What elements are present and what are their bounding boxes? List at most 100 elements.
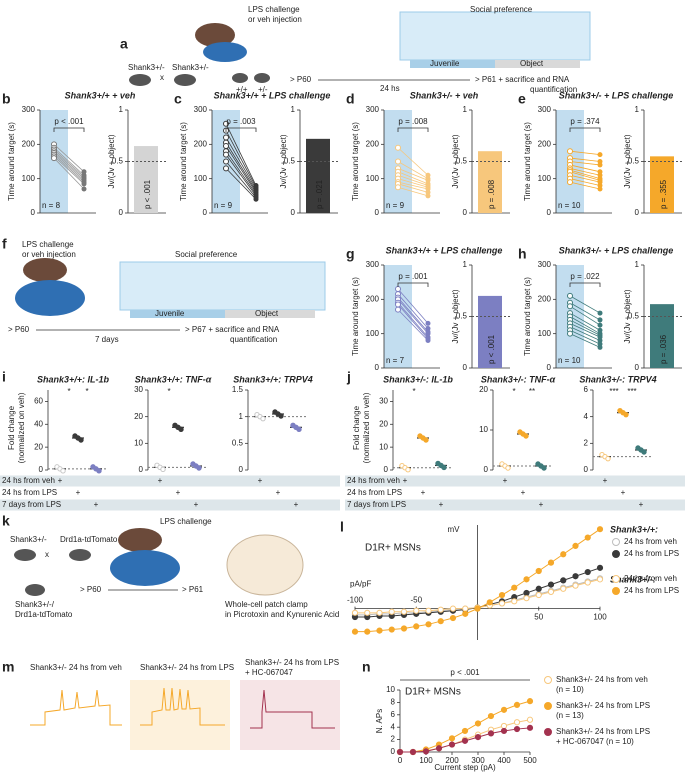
panel-title: Shank3+/+ + veh <box>65 90 136 100</box>
dot <box>81 169 87 175</box>
plus: + <box>258 476 263 485</box>
panel-label: n <box>362 659 371 675</box>
dot <box>597 183 603 189</box>
brain-slice <box>226 534 304 596</box>
pair-line <box>53 156 85 185</box>
y-tick-label: 0.5 <box>628 157 640 166</box>
dot <box>597 186 603 192</box>
bar <box>478 295 502 368</box>
pair-line <box>397 178 429 188</box>
hand-illustration <box>110 550 180 586</box>
point <box>584 534 591 541</box>
row-label: 24 hs from veh <box>2 476 55 485</box>
panel-label: d <box>346 91 355 107</box>
axis-label: Fold change <box>352 405 361 450</box>
dot <box>160 466 166 473</box>
point <box>560 577 567 584</box>
dot <box>623 411 629 418</box>
axis-label: Time around target (s) <box>351 122 360 201</box>
axis-label: (normalized on veh) <box>362 392 371 463</box>
point <box>535 585 542 592</box>
axis-label: Time around target (s) <box>7 122 16 201</box>
panel-label: j <box>346 369 351 385</box>
y-tick-label: 20 <box>134 412 143 421</box>
point <box>409 748 417 756</box>
pair-line <box>397 174 429 186</box>
text: Shank3+/- 24 hs from LPS <box>140 663 234 672</box>
y-tick-label: 0 <box>584 465 589 474</box>
y-tick-label: 0 <box>203 208 208 217</box>
point <box>487 712 495 720</box>
x-tick-label: 400 <box>497 756 511 765</box>
point <box>462 605 469 612</box>
dot <box>425 193 431 199</box>
pair-line <box>569 323 601 338</box>
text: x <box>160 73 164 82</box>
text: in Picrotoxin and Kynurenic Acid <box>225 610 339 619</box>
x-tick-label: 200 <box>445 756 459 765</box>
point <box>572 582 579 589</box>
point <box>523 595 530 602</box>
point <box>513 719 521 726</box>
y-tick-label: 300 <box>22 105 36 114</box>
pair-line <box>225 161 257 198</box>
text: > P60 <box>80 585 102 594</box>
p-value: p = .021 <box>315 179 324 209</box>
y-tick-label: 0 <box>31 208 36 217</box>
panel-title: Shank3+/+: IL-1b <box>37 374 110 384</box>
plus: + <box>503 476 508 485</box>
dot <box>425 177 431 183</box>
panel-label: k <box>2 513 10 529</box>
pair-line <box>225 142 257 191</box>
y-tick-label: 100 <box>538 329 552 338</box>
p-value: p < .001 <box>450 668 480 677</box>
pair-line <box>225 150 257 195</box>
dot <box>425 172 431 178</box>
x-tick-label: 100 <box>419 756 433 765</box>
dot <box>51 155 57 162</box>
dot <box>597 169 603 175</box>
text: x <box>45 550 49 559</box>
text: Shank3+/-/ <box>15 600 55 609</box>
zone <box>410 60 495 68</box>
point <box>526 716 534 723</box>
axis-label: (normalized on veh) <box>17 392 26 463</box>
trace <box>250 689 335 729</box>
dot <box>260 415 266 422</box>
bracket <box>569 127 601 132</box>
y-tick-label: 0 <box>463 363 468 372</box>
y-tick-label: 200 <box>538 139 552 148</box>
pair-line <box>225 168 257 200</box>
dot <box>597 327 603 333</box>
point <box>400 608 408 615</box>
dot <box>423 437 429 443</box>
p-value: p = .374 <box>570 117 600 126</box>
panel-k: k Shank3+/- x Drd1a-tdTomato Shank3+/-/ … <box>2 513 339 619</box>
point <box>364 628 371 635</box>
significance: * <box>412 387 415 396</box>
row-label: 24 hs from LPS <box>2 488 57 497</box>
bracket <box>53 127 85 132</box>
y-tick-label: 20 <box>379 419 388 428</box>
panel-title: Shank3+/+ + LPS challenge <box>386 245 503 255</box>
dot <box>96 468 102 474</box>
panel-title: D1R+ MSNs <box>365 543 421 554</box>
pair-line <box>569 164 601 173</box>
y-tick-label: 10 <box>386 685 395 694</box>
legend-head: Shank3+/+: <box>610 524 658 534</box>
n-label: n = 9 <box>214 201 233 210</box>
trace <box>140 687 225 726</box>
pair-line <box>53 150 85 179</box>
pair-line <box>397 297 429 333</box>
text: Shank3+/- <box>172 63 209 72</box>
pair-line <box>397 183 429 193</box>
panel-label: f <box>2 236 7 252</box>
panel-f: f LPS challenge or veh injection Social … <box>2 236 326 344</box>
row-band <box>0 487 340 499</box>
dot <box>223 165 229 172</box>
legend-label: (n = 13) <box>556 711 584 720</box>
x-tick-label: 500 <box>523 756 537 765</box>
y-tick-label: 10 <box>379 442 388 451</box>
row-label: 7 days from LPS <box>2 500 61 509</box>
pair-line <box>569 295 601 314</box>
